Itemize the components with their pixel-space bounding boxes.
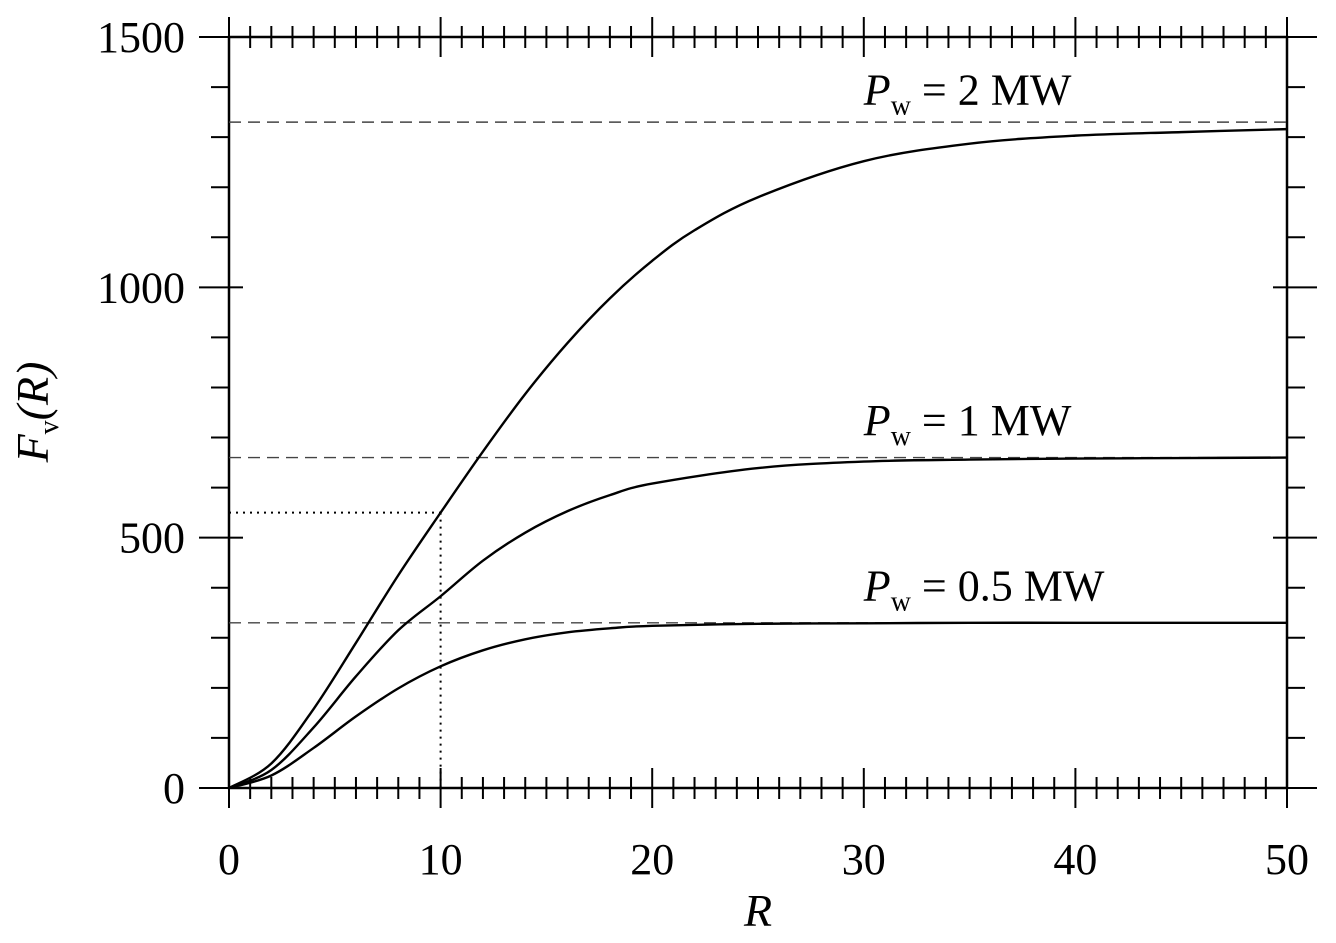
annotation-value: = 0.5 MW [911, 561, 1105, 610]
series-line [228, 127, 1288, 790]
y-tick-label: 500 [119, 514, 185, 563]
series-lines [228, 127, 1288, 790]
y-axis-title: Fv(R) [7, 362, 65, 464]
y-axis-title-sub: v [34, 420, 65, 434]
series-annotation-label: Pw = 0.5 MW [863, 561, 1105, 617]
y-axis-title-main: F [7, 433, 58, 463]
plot-frame [227, 35, 1289, 790]
x-axis-title: R [743, 885, 772, 936]
series-line [228, 621, 1287, 790]
annotation-value: = 1 MW [911, 396, 1072, 445]
series-annotation-label: Pw = 2 MW [863, 66, 1072, 122]
annotation-symbol: P [863, 396, 891, 445]
x-tick-label: 50 [1265, 835, 1309, 884]
annotation-symbol: P [863, 561, 891, 610]
series-annotation-label: Pw = 1 MW [863, 396, 1072, 452]
annotation-subscript: w [891, 91, 912, 122]
annotation-subscript: w [891, 586, 912, 617]
x-tick-label: 0 [218, 835, 240, 884]
y-tick-label: 1500 [97, 13, 185, 62]
x-tick-label: 20 [630, 835, 674, 884]
series-line [228, 456, 1288, 790]
annotation-symbol: P [863, 66, 891, 115]
axis-ticks [199, 17, 1317, 808]
y-axis-title-suffix: (R) [7, 362, 58, 421]
guide-lines [229, 121, 1287, 788]
x-tick-label: 30 [842, 835, 886, 884]
annotation-value: = 2 MW [911, 66, 1072, 115]
y-tick-label: 0 [163, 764, 185, 813]
x-tick-label: 10 [419, 835, 463, 884]
y-tick-label: 1000 [97, 263, 185, 312]
annotation-subscript: w [891, 421, 912, 452]
x-tick-label: 40 [1053, 835, 1097, 884]
